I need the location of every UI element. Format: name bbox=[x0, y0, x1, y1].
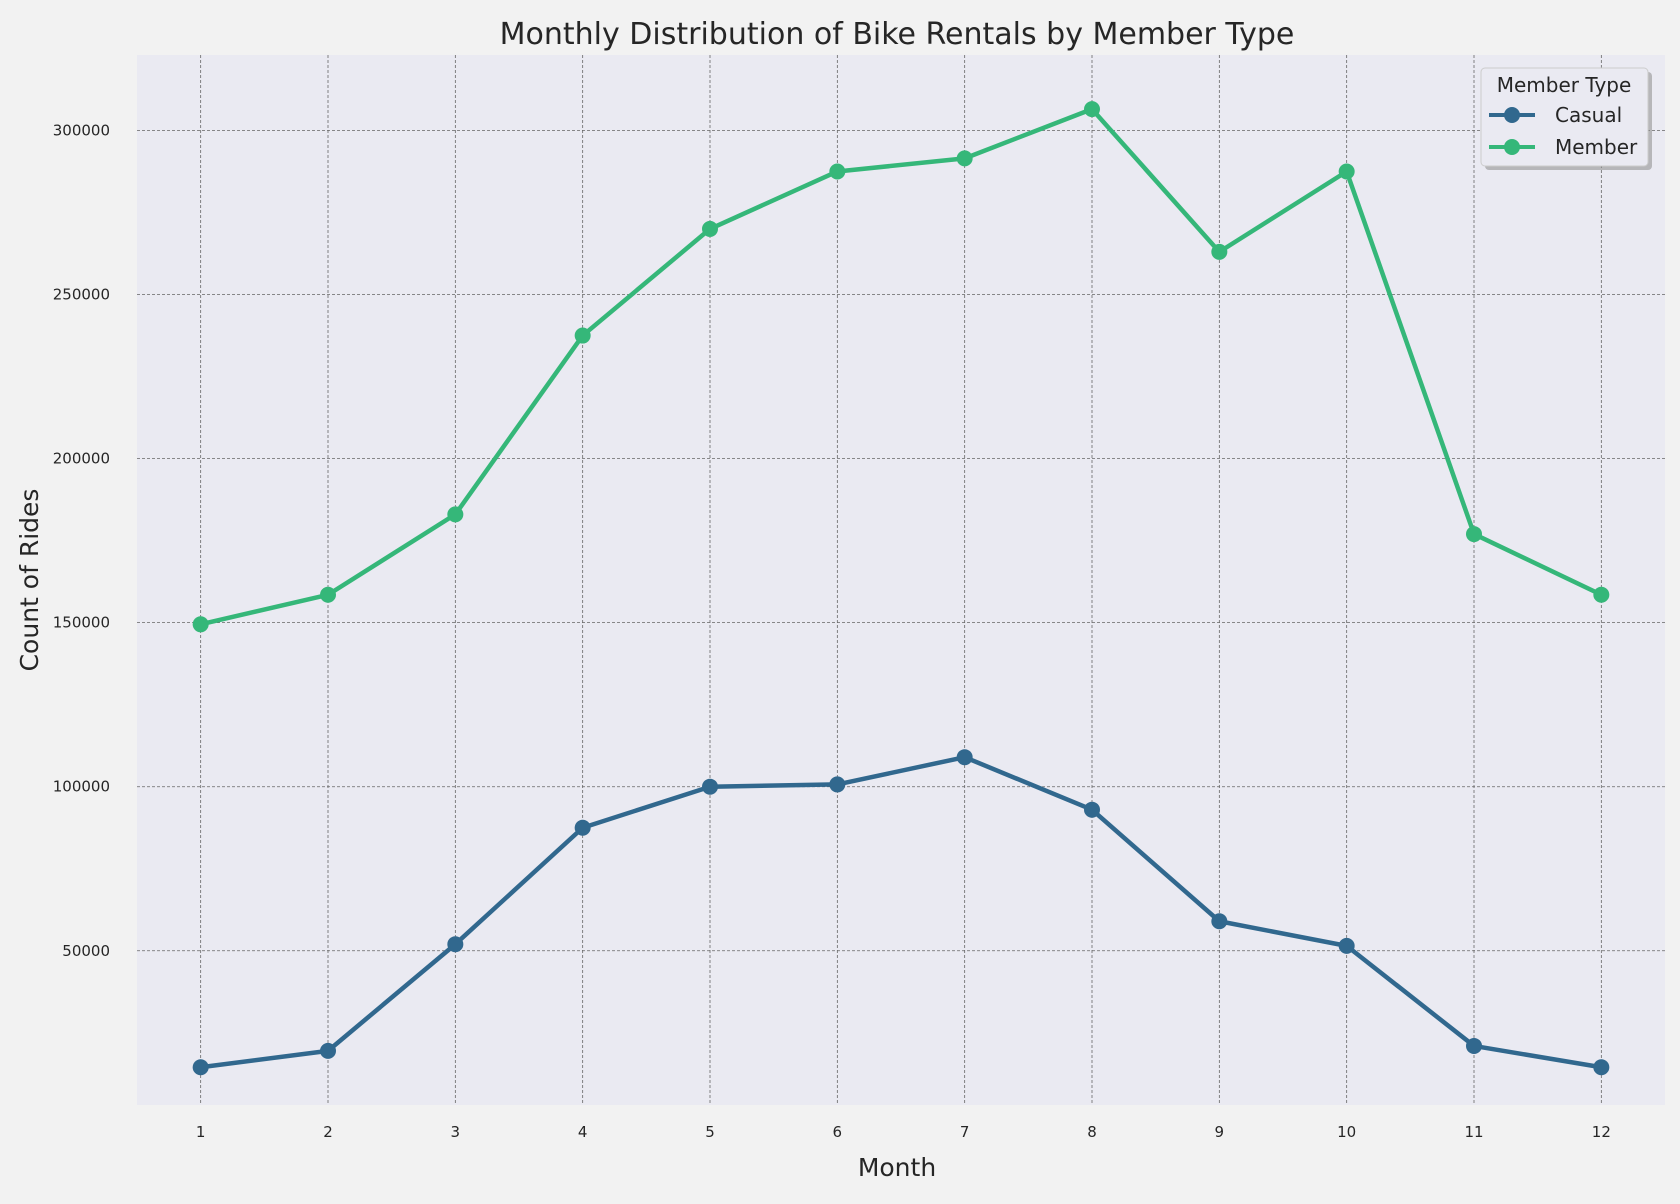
data-point-member bbox=[192, 616, 209, 633]
data-point-casual bbox=[447, 936, 464, 953]
data-point-casual bbox=[829, 776, 846, 793]
data-point-casual bbox=[956, 749, 973, 766]
data-point-casual bbox=[1084, 801, 1100, 818]
data-point-member bbox=[1084, 101, 1100, 118]
data-point-casual bbox=[1593, 1059, 1610, 1076]
data-point-casual bbox=[1338, 937, 1355, 954]
x-tick-label: 10 bbox=[1337, 1123, 1356, 1141]
data-point-member bbox=[829, 163, 846, 180]
x-tick-label: 8 bbox=[1087, 1123, 1097, 1141]
y-axis-label: Count of Rides bbox=[15, 489, 44, 672]
legend-title: Member Type bbox=[1497, 73, 1632, 97]
series bbox=[192, 101, 1610, 1076]
series-line-member bbox=[198, 106, 1604, 627]
x-tick-label: 7 bbox=[960, 1123, 970, 1141]
y-tick-label: 50000 bbox=[62, 942, 110, 960]
data-point-member bbox=[574, 327, 591, 344]
x-tick-label: 12 bbox=[1592, 1123, 1611, 1141]
data-point-member bbox=[1211, 243, 1228, 260]
data-point-member bbox=[956, 150, 973, 167]
grid bbox=[137, 55, 1665, 1105]
legend-box bbox=[1480, 67, 1649, 167]
data-point-member bbox=[702, 220, 718, 237]
data-point-casual bbox=[192, 1059, 209, 1076]
x-tick-label: 1 bbox=[196, 1123, 206, 1141]
x-tick-label: 6 bbox=[833, 1123, 843, 1141]
x-tick-label: 9 bbox=[1215, 1123, 1225, 1141]
data-point-casual bbox=[1211, 913, 1228, 930]
y-tick-label: 150000 bbox=[53, 614, 110, 632]
x-tick-label: 4 bbox=[578, 1123, 588, 1141]
x-tick-label: 5 bbox=[705, 1123, 715, 1141]
y-tick-label: 200000 bbox=[53, 450, 110, 468]
plot-area bbox=[137, 55, 1665, 1105]
data-point-casual bbox=[702, 778, 718, 795]
chart-title: Monthly Distribution of Bike Rentals by … bbox=[500, 17, 1295, 52]
legend-marker-casual bbox=[1504, 107, 1520, 123]
data-point-member bbox=[1338, 163, 1355, 180]
y-tick-label: 300000 bbox=[53, 121, 110, 139]
data-point-member bbox=[320, 586, 336, 603]
x-tick-label: 2 bbox=[323, 1123, 333, 1141]
legend-label-casual: Casual bbox=[1555, 103, 1622, 127]
data-point-member bbox=[1466, 526, 1482, 543]
series-line-casual bbox=[198, 754, 1604, 1070]
legend-marker-member bbox=[1504, 139, 1520, 155]
axes: 1 2 3 4 5 6 7 8 9 10 11 125000010000015000020000025… bbox=[53, 121, 1611, 1141]
x-tick-label: 3 bbox=[451, 1123, 461, 1141]
x-axis-label: Month bbox=[858, 1153, 936, 1182]
data-point-member bbox=[447, 506, 464, 523]
x-tick-label: 11 bbox=[1464, 1123, 1483, 1141]
legend: Member Type Casual Member bbox=[1480, 67, 1652, 170]
data-point-member bbox=[1593, 586, 1610, 603]
y-tick-label: 250000 bbox=[53, 286, 110, 304]
data-point-casual bbox=[574, 819, 591, 836]
data-point-casual bbox=[1466, 1037, 1482, 1054]
legend-label-member: Member bbox=[1555, 135, 1638, 159]
y-tick-label: 100000 bbox=[53, 778, 110, 796]
data-point-casual bbox=[320, 1042, 336, 1059]
